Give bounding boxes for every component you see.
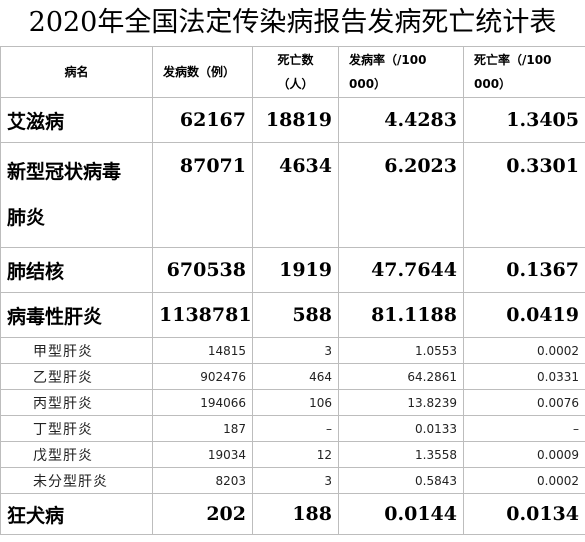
incidence-cell: 0.0144: [338, 493, 464, 535]
mortality-cell: 0.3301: [463, 142, 585, 248]
header-disease-name: 病名: [0, 46, 153, 98]
header-incidence-line2: 000）: [349, 77, 387, 91]
deaths-cell: 464: [252, 363, 339, 390]
table-row: 狂犬病 202 188 0.0144 0.0134: [0, 493, 585, 535]
table-row: 肺结核 670538 1919 47.7644 0.1367: [0, 247, 585, 293]
cases-cell: 670538: [152, 247, 253, 293]
deaths-cell: 1919: [252, 247, 339, 293]
cases-cell: 202: [152, 493, 253, 535]
disease-name: 乙型肝炎: [0, 363, 153, 390]
disease-name: 戊型肝炎: [0, 441, 153, 468]
table-row: 未分型肝炎 8203 3 0.5843 0.0002: [0, 467, 585, 494]
incidence-cell: 81.1188: [338, 292, 464, 338]
mortality-cell: –: [463, 415, 585, 442]
page-title: 2020年全国法定传染病报告发病死亡统计表: [28, 7, 557, 38]
disease-name: 丙型肝炎: [0, 389, 153, 416]
disease-name: 艾滋病: [0, 97, 153, 143]
mortality-cell: 0.0002: [463, 467, 585, 494]
cases-cell: 902476: [152, 363, 253, 390]
header-deaths-line2: （人）: [277, 77, 314, 91]
statistics-table: 病名 发病数（例） 死亡数 （人） 发病率（/100 000） 死亡率（/100 00…: [0, 46, 585, 535]
incidence-cell: 64.2861: [338, 363, 464, 390]
cases-cell: 62167: [152, 97, 253, 143]
disease-name: 丁型肝炎: [0, 415, 153, 442]
table-row: 甲型肝炎 14815 3 1.0553 0.0002: [0, 337, 585, 364]
cases-cell: 14815: [152, 337, 253, 364]
disease-name: 甲型肝炎: [0, 337, 153, 364]
disease-name: 肺结核: [0, 247, 153, 293]
header-mortality-line2: 000）: [474, 77, 512, 91]
disease-name-line1: 新型冠状病毒: [7, 161, 122, 183]
deaths-cell: 188: [252, 493, 339, 535]
cases-cell: 87071: [152, 142, 253, 248]
disease-name-line2: 肺炎: [7, 207, 46, 229]
deaths-cell: 106: [252, 389, 339, 416]
table-row: 丁型肝炎 187 – 0.0133 –: [0, 415, 585, 442]
header-mortality-line1: 死亡率（/100: [474, 53, 552, 67]
deaths-cell: 4634: [252, 142, 339, 248]
table-row: 新型冠状病毒 肺炎 87071 4634 6.2023 0.3301: [0, 142, 585, 248]
incidence-cell: 0.5843: [338, 467, 464, 494]
disease-name: 病毒性肝炎: [0, 292, 153, 338]
table-row: 病毒性肝炎 1138781 588 81.1188 0.0419: [0, 292, 585, 338]
deaths-cell: 12: [252, 441, 339, 468]
mortality-cell: 0.0134: [463, 493, 585, 535]
disease-name: 狂犬病: [0, 493, 153, 535]
mortality-cell: 0.0009: [463, 441, 585, 468]
mortality-cell: 0.1367: [463, 247, 585, 293]
cases-cell: 19034: [152, 441, 253, 468]
table-header-row: 病名 发病数（例） 死亡数 （人） 发病率（/100 000） 死亡率（/100 00…: [0, 46, 585, 98]
table-row: 丙型肝炎 194066 106 13.8239 0.0076: [0, 389, 585, 416]
table-row: 乙型肝炎 902476 464 64.2861 0.0331: [0, 363, 585, 390]
incidence-cell: 47.7644: [338, 247, 464, 293]
header-mortality: 死亡率（/100 000）: [463, 46, 585, 98]
deaths-cell: –: [252, 415, 339, 442]
mortality-cell: 0.0076: [463, 389, 585, 416]
header-deaths-line1: 死亡数: [277, 53, 314, 67]
incidence-cell: 13.8239: [338, 389, 464, 416]
deaths-cell: 3: [252, 467, 339, 494]
cases-cell: 187: [152, 415, 253, 442]
cases-cell: 194066: [152, 389, 253, 416]
incidence-cell: 1.3558: [338, 441, 464, 468]
cases-cell: 8203: [152, 467, 253, 494]
header-incidence: 发病率（/100 000）: [338, 46, 464, 98]
header-deaths: 死亡数 （人）: [252, 46, 339, 98]
deaths-cell: 3: [252, 337, 339, 364]
table-row: 艾滋病 62167 18819 4.4283 1.3405: [0, 97, 585, 143]
table-row: 戊型肝炎 19034 12 1.3558 0.0009: [0, 441, 585, 468]
header-incidence-line1: 发病率（/100: [349, 53, 427, 67]
disease-name: 未分型肝炎: [0, 467, 153, 494]
incidence-cell: 0.0133: [338, 415, 464, 442]
mortality-cell: 0.0419: [463, 292, 585, 338]
deaths-cell: 588: [252, 292, 339, 338]
header-cases: 发病数（例）: [152, 46, 253, 98]
mortality-cell: 0.0002: [463, 337, 585, 364]
incidence-cell: 6.2023: [338, 142, 464, 248]
incidence-cell: 4.4283: [338, 97, 464, 143]
disease-name: 新型冠状病毒 肺炎: [0, 142, 153, 248]
deaths-cell: 18819: [252, 97, 339, 143]
cases-cell: 1138781: [152, 292, 253, 338]
mortality-cell: 0.0331: [463, 363, 585, 390]
incidence-cell: 1.0553: [338, 337, 464, 364]
mortality-cell: 1.3405: [463, 97, 585, 143]
